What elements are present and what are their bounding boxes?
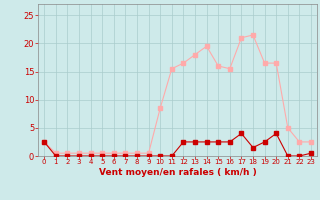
X-axis label: Vent moyen/en rafales ( km/h ): Vent moyen/en rafales ( km/h ) (99, 168, 256, 177)
